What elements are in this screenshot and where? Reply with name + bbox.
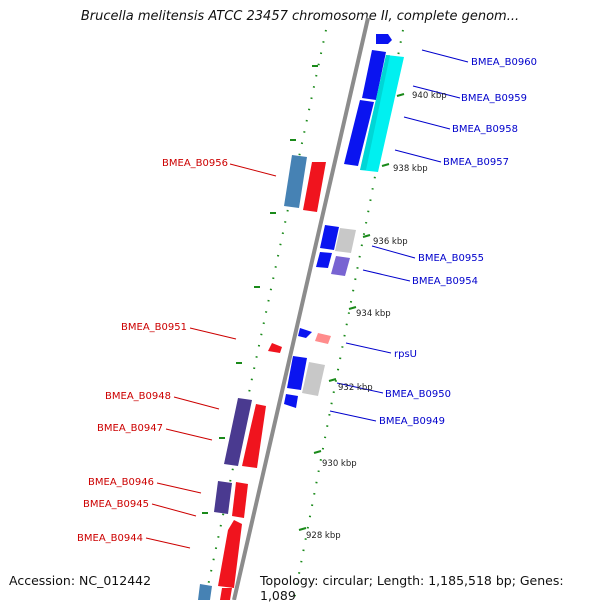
- gene-label[interactable]: BMEA_B0945: [83, 499, 149, 510]
- gene-BMEA_B0948[interactable]: [224, 398, 252, 466]
- gene-BMEA_B0944[interactable]: [198, 520, 242, 600]
- gene-rpsU[interactable]: [298, 328, 331, 344]
- gene-label[interactable]: BMEA_B0954: [412, 276, 478, 287]
- gene-BMEA_B0947[interactable]: [242, 404, 266, 468]
- gene-BMEA_B0957[interactable]: [344, 100, 374, 166]
- tick-label: 938 kbp: [393, 164, 428, 174]
- gene-BMEA_B0946[interactable]: [214, 481, 248, 518]
- gene-label[interactable]: BMEA_B0949: [379, 416, 445, 427]
- gene-BMEA_B0951[interactable]: [268, 343, 282, 353]
- tick-label: 928 kbp: [306, 531, 341, 541]
- gene-label[interactable]: BMEA_B0955: [418, 253, 484, 264]
- gene-label[interactable]: BMEA_B0957: [443, 157, 509, 168]
- tick-label: 932 kbp: [338, 383, 373, 393]
- forward-leaders: [329, 49, 469, 422]
- gene-label[interactable]: BMEA_B0944: [77, 533, 143, 544]
- outer-dotted-track: [293, 29, 404, 600]
- gene-label[interactable]: BMEA_B0946: [88, 477, 154, 488]
- gene-label[interactable]: rpsU: [394, 349, 417, 360]
- gene-BMEA_B0959[interactable]: [362, 50, 386, 100]
- gene-label[interactable]: BMEA_B0948: [105, 391, 171, 402]
- tick-label: 934 kbp: [356, 309, 391, 319]
- outer-tick-marks: [298, 93, 405, 531]
- tick-label: 936 kbp: [373, 237, 408, 247]
- gene-BMEA_B0956[interactable]: [284, 155, 326, 212]
- inner-tick-marks: [202, 65, 318, 514]
- gene-label[interactable]: BMEA_B0947: [97, 423, 163, 434]
- gene-label[interactable]: BMEA_B0960: [471, 57, 537, 68]
- chromosome-backbone: [232, 17, 370, 600]
- gene-label[interactable]: BMEA_B0951: [121, 322, 187, 333]
- gene-BMEA_B0960[interactable]: [376, 34, 392, 44]
- inner-dotted-track: [204, 29, 327, 600]
- map-title: Brucella melitensis ATCC 23457 chromosom…: [80, 9, 520, 24]
- gene-BMEA_B0950[interactable]: [287, 356, 325, 396]
- gene-BMEA_B0954[interactable]: [316, 252, 350, 276]
- gene-label[interactable]: BMEA_B0950: [385, 389, 451, 400]
- tick-label: 940 kbp: [412, 91, 447, 101]
- tick-label: 930 kbp: [322, 459, 357, 469]
- gene-label[interactable]: BMEA_B0959: [461, 93, 527, 104]
- gene-label[interactable]: BMEA_B0956: [162, 158, 228, 169]
- gene-label[interactable]: BMEA_B0958: [452, 124, 518, 135]
- gene-BMEA_B0955[interactable]: [320, 225, 356, 253]
- gene-BMEA_B0958[interactable]: [360, 55, 404, 172]
- accession-text: Accession: NC_012442: [9, 573, 152, 588]
- topology-text: Topology: circular; Length: 1,185,518 bp…: [260, 573, 564, 603]
- gene-BMEA_B0949[interactable]: [284, 394, 298, 408]
- reverse-leaders: [145, 163, 277, 549]
